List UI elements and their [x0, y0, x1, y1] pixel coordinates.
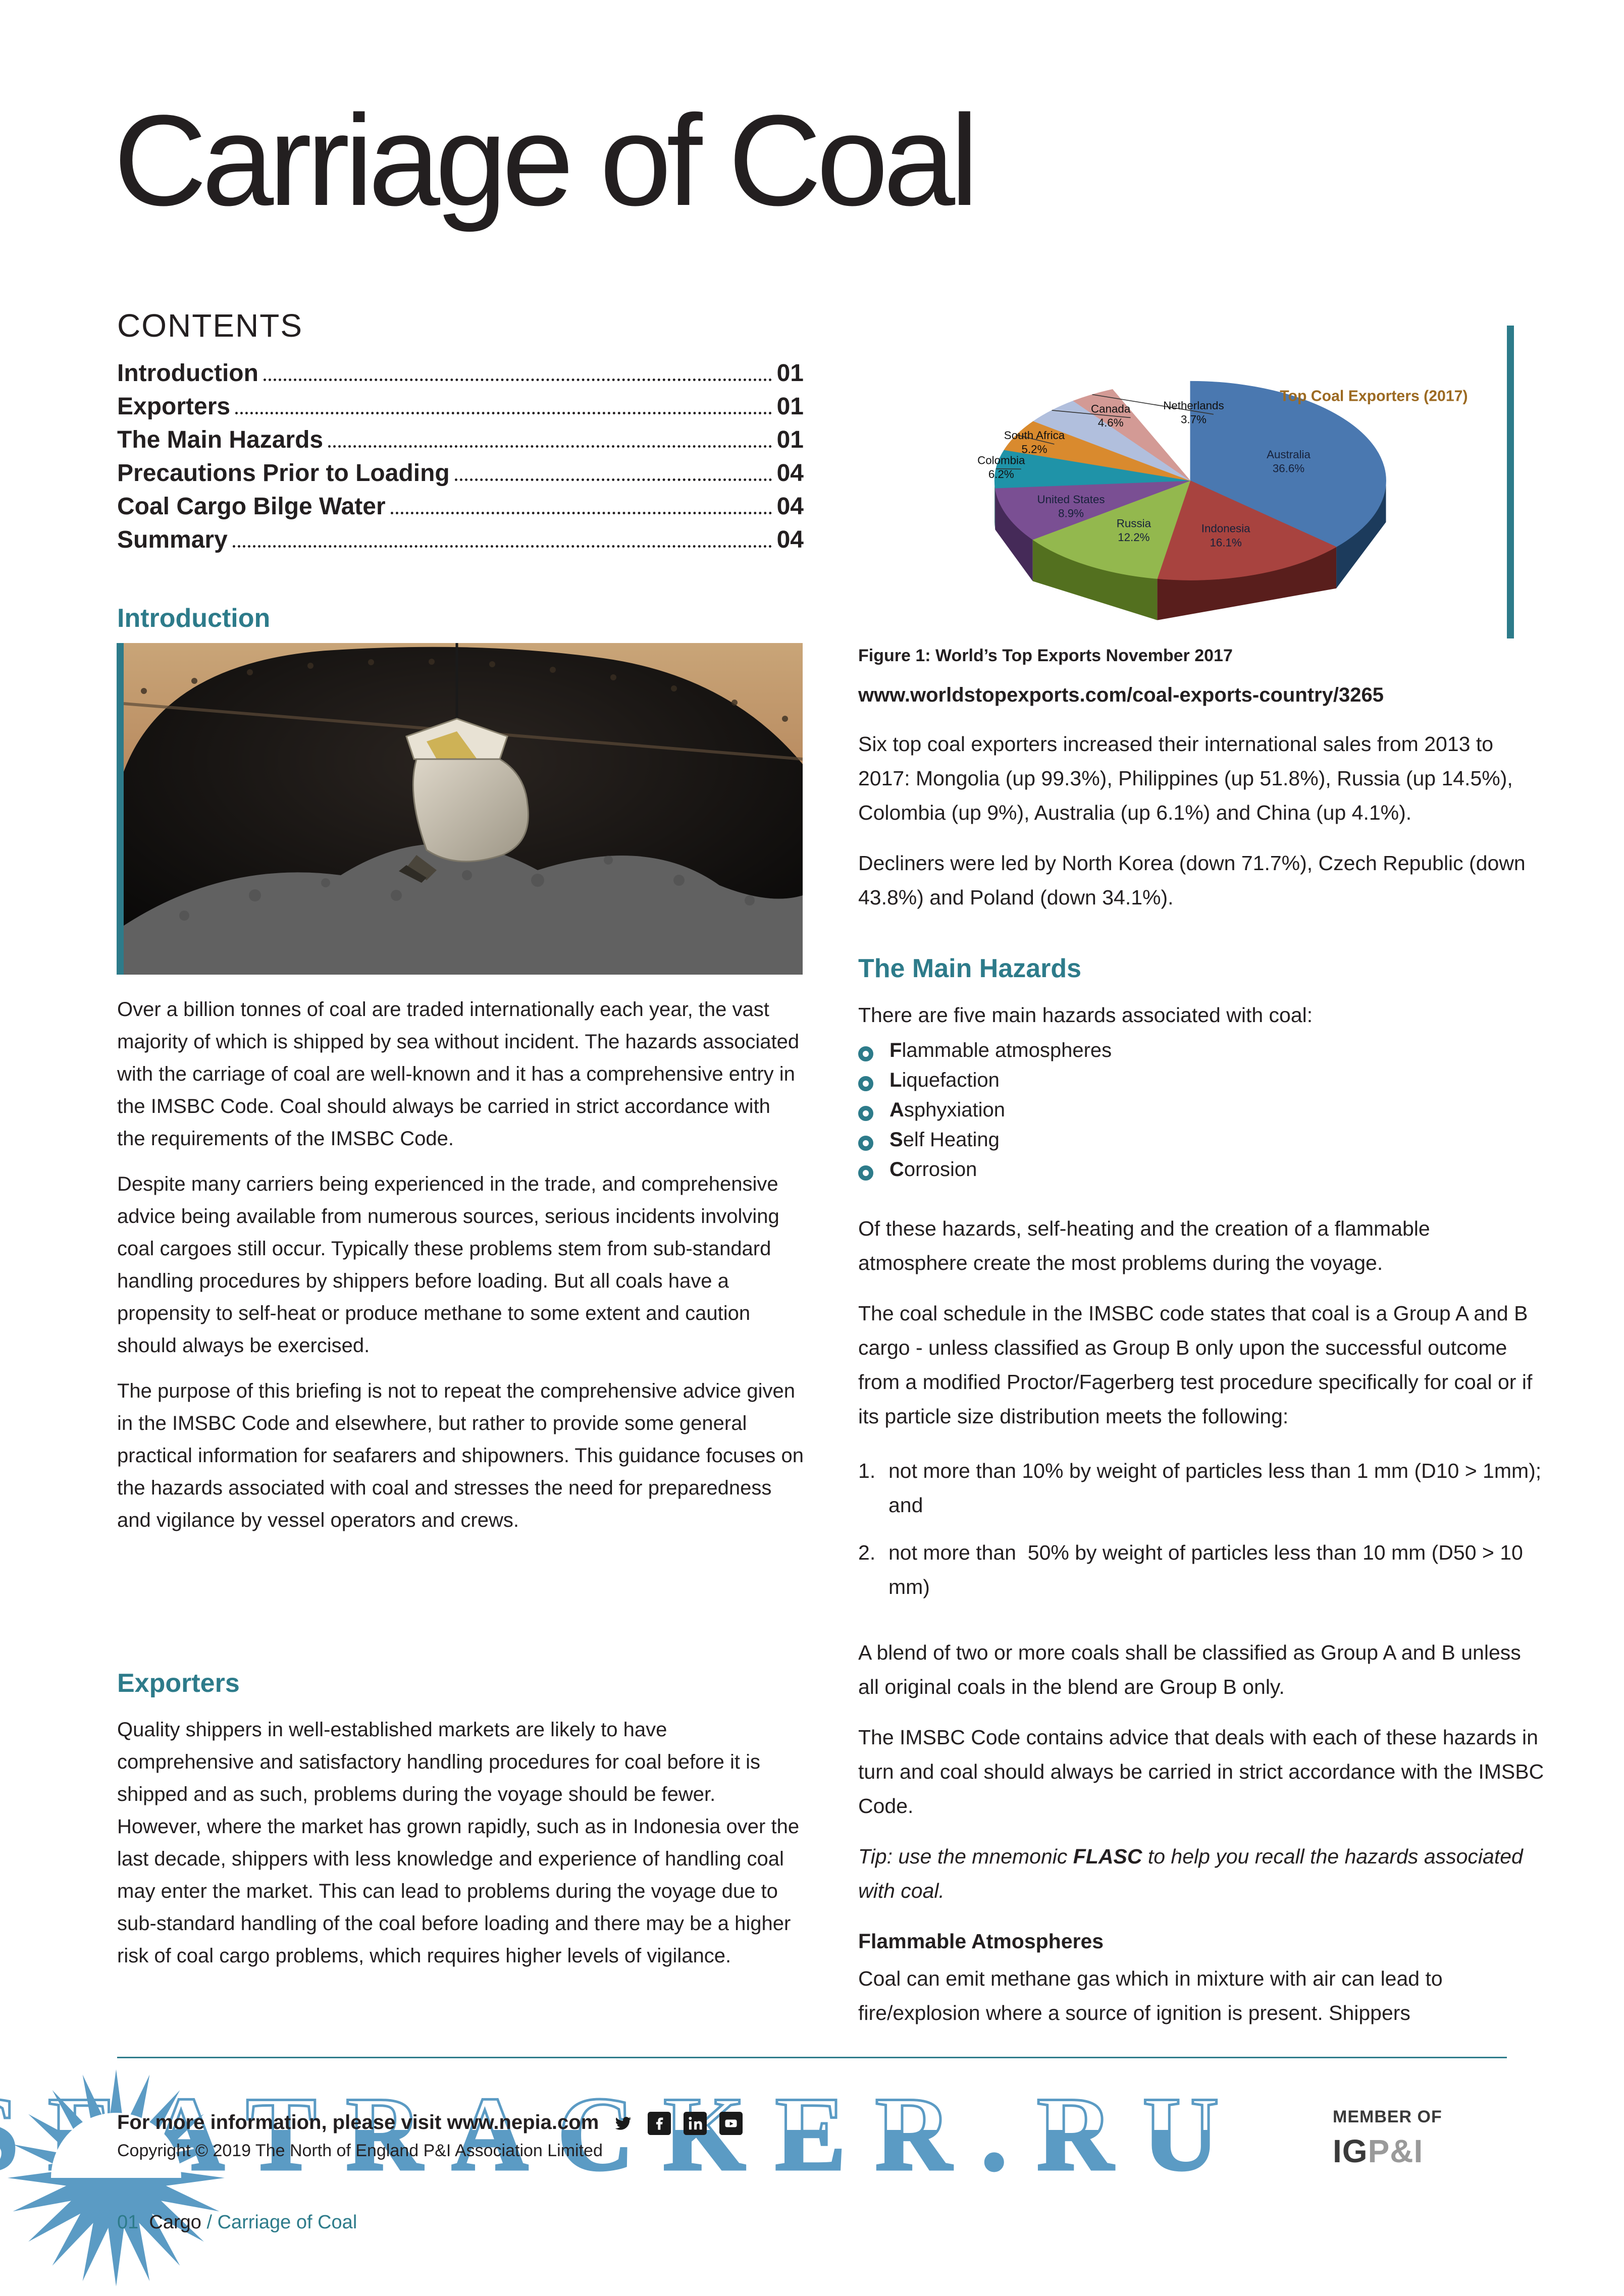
svg-text:Russia: Russia: [1117, 517, 1151, 530]
svg-text:Netherlands: Netherlands: [1163, 399, 1224, 412]
svg-text:16.1%: 16.1%: [1210, 536, 1242, 549]
svg-text:Indonesia: Indonesia: [1201, 522, 1250, 535]
svg-text:36.6%: 36.6%: [1273, 462, 1304, 475]
svg-text:8.9%: 8.9%: [1058, 507, 1084, 519]
svg-text:4.6%: 4.6%: [1098, 416, 1124, 429]
svg-text:South Africa: South Africa: [1004, 429, 1065, 442]
svg-text:5.2%: 5.2%: [1022, 443, 1047, 456]
svg-text:3.7%: 3.7%: [1181, 413, 1207, 426]
svg-text:United States: United States: [1037, 493, 1105, 506]
svg-text:Canada: Canada: [1091, 403, 1131, 415]
svg-text:Colombia: Colombia: [977, 454, 1025, 466]
svg-text:Top Coal Exporters (2017): Top Coal Exporters (2017): [1280, 388, 1468, 405]
svg-text:12.2%: 12.2%: [1118, 531, 1149, 544]
svg-text:6.2%: 6.2%: [988, 468, 1014, 480]
svg-text:Australia: Australia: [1267, 448, 1311, 461]
